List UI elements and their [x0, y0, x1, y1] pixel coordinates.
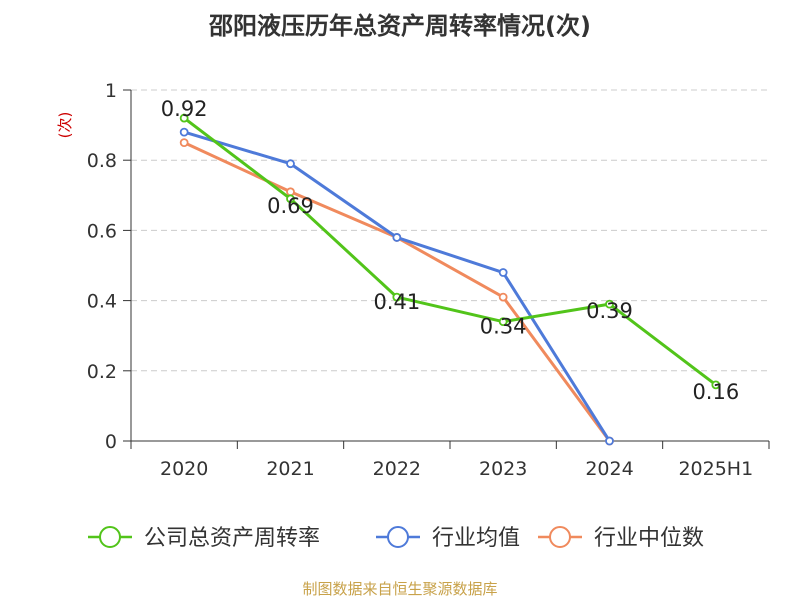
data-point [605, 436, 614, 446]
legend-item[interactable]: 行业中位数 [538, 526, 704, 551]
y-tick-label: 0.4 [87, 291, 117, 313]
y-tick-label: 0 [105, 431, 117, 453]
y-axis-ticks: 0 0.2 0.4 0.6 0.8 1 [87, 80, 132, 453]
legend-marker-icon [99, 526, 121, 548]
data-point [179, 113, 189, 123]
x-axis: 2020 2021 2022 2023 2024 2025H1 [130, 440, 770, 480]
grid-lines [131, 89, 769, 372]
series-line [183, 116, 717, 387]
series-lines [179, 113, 721, 446]
data-labels: 0.92 0.69 0.41 0.34 0.39 0.16 [161, 97, 739, 404]
legend-label: 行业中位数 [594, 526, 704, 551]
source-note: 制图数据来自恒生聚源数据库 [302, 580, 498, 598]
data-label: 0.16 [692, 380, 739, 404]
data-label: 0.92 [161, 97, 208, 121]
legend-label: 公司总资产周转率 [144, 526, 320, 551]
data-point [179, 127, 189, 137]
data-point [392, 292, 402, 302]
data-point [179, 138, 189, 148]
legend-item[interactable]: 行业均值 [376, 526, 520, 551]
data-point [498, 268, 508, 277]
x-tick-label: 2025H1 [678, 458, 753, 480]
data-point [498, 292, 508, 302]
x-tick-label: 2024 [585, 458, 633, 480]
x-tick-label: 2020 [160, 458, 208, 480]
data-label: 0.69 [267, 194, 314, 218]
legend-label: 行业均值 [432, 526, 520, 551]
data-label: 0.41 [373, 290, 420, 314]
series-line [183, 130, 611, 442]
legend: 公司总资产周转率 行业均值 行业中位数 [88, 526, 704, 551]
y-axis-label: (次) [56, 112, 74, 139]
x-tick-label: 2022 [373, 458, 421, 480]
data-point [711, 380, 721, 390]
legend-marker-icon [387, 526, 409, 548]
data-point [286, 194, 295, 204]
y-tick-label: 0.8 [87, 150, 117, 172]
chart-title: 邵阳液压历年总资产周转率情况(次) [209, 12, 591, 40]
data-point [392, 233, 402, 242]
y-tick-label: 0.2 [87, 361, 117, 383]
y-tick-label: 1 [105, 80, 117, 102]
x-tick-label: 2023 [479, 458, 527, 480]
x-tick-label: 2021 [266, 458, 314, 480]
data-label: 0.34 [480, 315, 527, 339]
data-point [498, 317, 508, 327]
data-label: 0.39 [586, 299, 633, 323]
legend-item[interactable]: 公司总资产周转率 [88, 526, 320, 551]
legend-marker-icon [549, 526, 571, 548]
data-point [286, 159, 295, 169]
y-tick-label: 0.6 [87, 220, 117, 242]
data-point [605, 299, 614, 309]
